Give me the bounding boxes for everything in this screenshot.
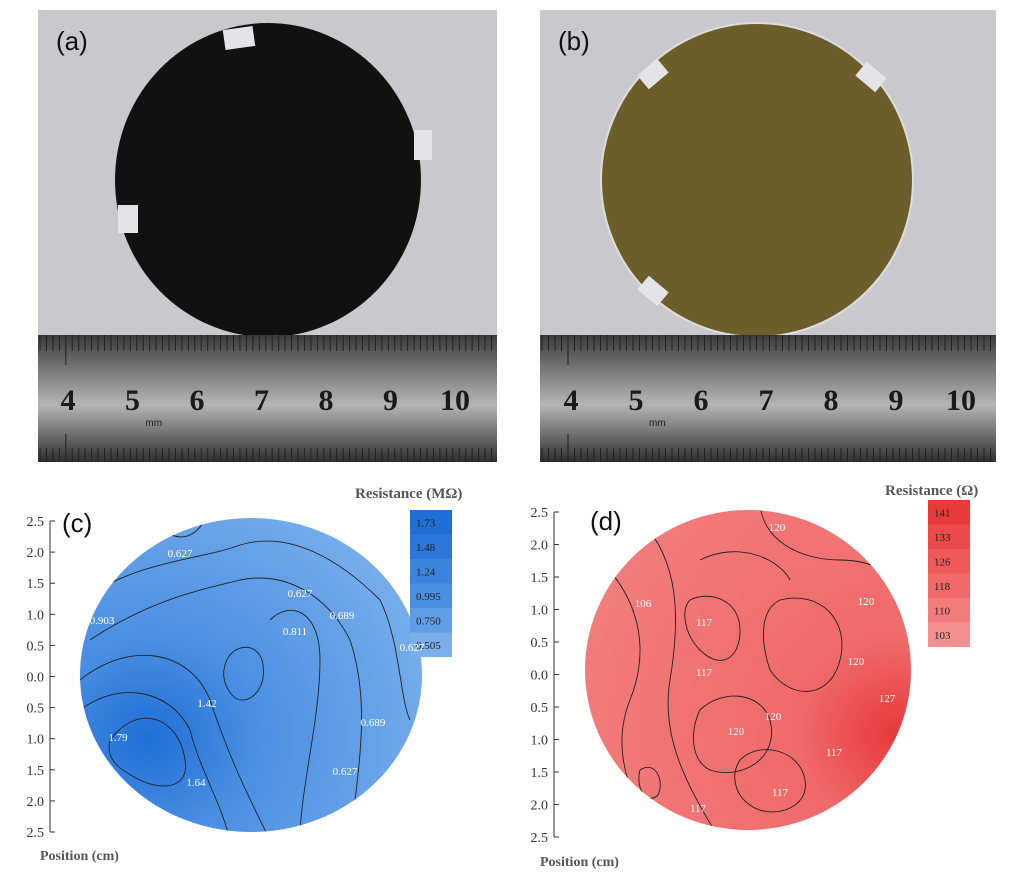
y-tick-label: 0.5 bbox=[27, 639, 45, 654]
contour-label: 0.627 bbox=[333, 766, 358, 778]
contour-label: 117 bbox=[772, 787, 789, 799]
y-tick-label: 1.0 bbox=[27, 608, 45, 623]
legend-label: 0.750 bbox=[416, 615, 441, 627]
ruler-unit: mm bbox=[145, 418, 162, 429]
contour-label: 127 bbox=[879, 693, 896, 705]
y-tick-label: 0.0 bbox=[531, 669, 549, 684]
y-tick-label: 0.0 bbox=[27, 671, 45, 686]
contour-label: 1.42 bbox=[197, 698, 216, 710]
legend-label: 133 bbox=[934, 532, 951, 544]
ruler-number: 7 bbox=[254, 384, 269, 417]
contour-label: 106 bbox=[635, 598, 652, 610]
legend-title: Resistance (MΩ) bbox=[355, 486, 462, 502]
y-tick-label: 2.0 bbox=[531, 539, 549, 554]
ruler-number: 6 bbox=[694, 384, 709, 417]
contour-label: 120 bbox=[765, 711, 782, 723]
ruler-number: 5 bbox=[125, 384, 140, 417]
ruler-number: 8 bbox=[319, 384, 334, 417]
panel-label: (c) bbox=[62, 508, 92, 538]
legend-label: 141 bbox=[934, 507, 951, 519]
contour-label: 1.64 bbox=[186, 777, 206, 789]
map-d: Position (cm) Resistance (Ω) bbox=[540, 483, 978, 870]
y-tick-label: 2.5 bbox=[27, 515, 45, 530]
contour-label: 0.689 bbox=[361, 717, 386, 729]
ruler-number: 4 bbox=[564, 384, 579, 417]
legend-label: 126 bbox=[934, 556, 951, 568]
ruler-number: 4 bbox=[61, 384, 76, 417]
contour-label: 120 bbox=[728, 726, 745, 738]
legend-title: Resistance (Ω) bbox=[885, 483, 978, 499]
y-tick-label: 1.5 bbox=[27, 764, 45, 779]
contour-label: 122 bbox=[822, 810, 839, 822]
contour-label: 0.903 bbox=[90, 615, 115, 627]
panel-label: (d) bbox=[590, 506, 622, 536]
clip bbox=[223, 26, 255, 50]
y-tick-label: 2.0 bbox=[27, 795, 45, 810]
contour-label: 120 bbox=[858, 596, 875, 608]
map-disk bbox=[80, 518, 422, 832]
y-tick-label: 1.5 bbox=[531, 766, 549, 781]
contour-label: 0.627 bbox=[288, 588, 313, 600]
ruler-number: 9 bbox=[889, 384, 904, 417]
panel-label: (a) bbox=[56, 26, 88, 56]
contour-label: 120 bbox=[848, 656, 865, 668]
legend-label: 118 bbox=[934, 581, 951, 593]
legend-label: 110 bbox=[934, 605, 951, 617]
wafer bbox=[115, 23, 421, 337]
legend-label: 0.995 bbox=[416, 591, 441, 603]
panel-label: (b) bbox=[558, 26, 590, 56]
ruler-number: 7 bbox=[759, 384, 774, 417]
clip bbox=[414, 130, 432, 160]
ruler-number: 6 bbox=[190, 384, 205, 417]
contour-label: 0.689 bbox=[330, 610, 355, 622]
ruler-number: 5 bbox=[629, 384, 644, 417]
legend-label: 1.48 bbox=[416, 542, 436, 554]
y-tick-label: 2.0 bbox=[27, 546, 45, 561]
contour-label: 117 bbox=[696, 667, 713, 679]
y-tick-label: 0.5 bbox=[27, 702, 45, 717]
y-tick-label: 1.0 bbox=[531, 734, 549, 749]
contour-label: 1.79 bbox=[108, 732, 128, 744]
y-tick-label: 2.5 bbox=[531, 831, 549, 846]
contour-label: 0.627 bbox=[168, 548, 193, 560]
contour-label: 117 bbox=[690, 803, 707, 815]
map-c: Position (cm) Resistance (MΩ) bbox=[40, 486, 462, 864]
y-tick-label: 1.5 bbox=[27, 577, 45, 592]
ruler-number: 10 bbox=[946, 384, 976, 417]
y-tick-label: 1.0 bbox=[531, 604, 549, 619]
contour-label: 117 bbox=[826, 747, 843, 759]
y-tick-label: 0.5 bbox=[531, 701, 549, 716]
ruler-number: 10 bbox=[440, 384, 470, 417]
y-tick-label: 2.5 bbox=[27, 826, 45, 841]
ruler-unit: mm bbox=[649, 418, 666, 429]
contour-label: 0.811 bbox=[283, 626, 307, 638]
legend-label: 1.73 bbox=[416, 517, 436, 529]
legend-label: 1.24 bbox=[416, 566, 436, 578]
contour-label: 0.627 bbox=[400, 642, 425, 654]
legend-label: 103 bbox=[934, 630, 951, 642]
contour-label: 117 bbox=[696, 617, 713, 629]
clip bbox=[118, 205, 138, 233]
contour-label: 120 bbox=[769, 522, 786, 534]
ruler-number: 8 bbox=[824, 384, 839, 417]
x-axis-label: Position (cm) bbox=[540, 855, 619, 870]
y-tick-label: 1.0 bbox=[27, 733, 45, 748]
ruler-number: 9 bbox=[383, 384, 398, 417]
y-tick-label: 2.5 bbox=[531, 506, 549, 521]
x-axis-label: Position (cm) bbox=[40, 849, 119, 864]
y-tick-label: 0.5 bbox=[531, 636, 549, 651]
y-tick-label: 2.0 bbox=[531, 799, 549, 814]
figure: Position (cm) Resistance (MΩ) Position (… bbox=[0, 0, 1014, 872]
y-tick-label: 1.5 bbox=[531, 571, 549, 586]
map-disk bbox=[585, 510, 911, 830]
